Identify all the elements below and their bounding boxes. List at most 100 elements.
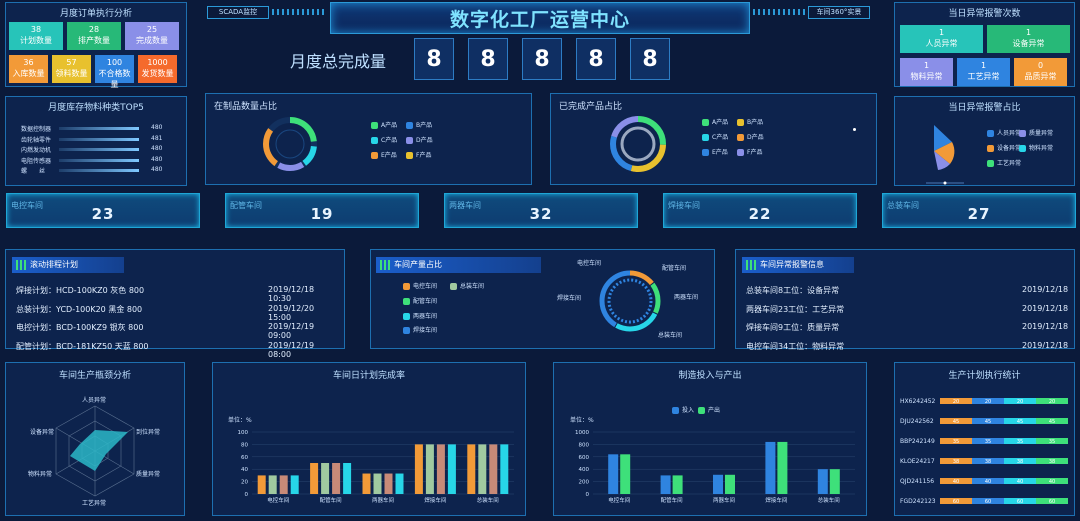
alert-row[interactable]: 总装车间8工位：设备异常 2019/12/18 bbox=[746, 285, 1068, 296]
bar-segment[interactable] bbox=[972, 478, 1004, 484]
bar[interactable] bbox=[414, 444, 423, 494]
bar[interactable] bbox=[395, 473, 404, 494]
bar[interactable] bbox=[373, 473, 382, 494]
bar[interactable] bbox=[660, 475, 671, 494]
bar[interactable] bbox=[257, 475, 266, 494]
bar-segment[interactable] bbox=[1004, 498, 1036, 504]
workshop-stat-card[interactable]: 两器车间 32 bbox=[444, 193, 638, 228]
bar-segment[interactable] bbox=[1004, 418, 1036, 424]
workshop-stat-card[interactable]: 总装车间 27 bbox=[882, 193, 1076, 228]
bar[interactable] bbox=[268, 475, 277, 494]
bar-segment[interactable] bbox=[1036, 458, 1068, 464]
order-stat-tile[interactable]: 100 不合格数量 bbox=[95, 55, 134, 89]
row-label: QJD241156 bbox=[900, 478, 934, 485]
scada-link[interactable]: SCADA监控 bbox=[207, 6, 269, 19]
bar[interactable] bbox=[765, 441, 776, 494]
workshop-stat-card[interactable]: 配管车间 19 bbox=[225, 193, 419, 228]
bar[interactable] bbox=[608, 454, 619, 494]
radar-axis-label: 设备异常 bbox=[30, 429, 55, 436]
bar[interactable] bbox=[384, 473, 393, 494]
tile-value: 0 bbox=[1037, 61, 1044, 70]
legend-output: 产出 bbox=[698, 405, 720, 414]
bar[interactable] bbox=[332, 463, 341, 494]
x-tick-label: 焊接车间 bbox=[424, 496, 446, 504]
bar[interactable] bbox=[343, 463, 352, 494]
bar[interactable] bbox=[725, 474, 735, 494]
bar[interactable] bbox=[489, 444, 498, 494]
bar-segment[interactable] bbox=[940, 438, 972, 444]
bar[interactable] bbox=[478, 444, 487, 494]
bar-segment[interactable] bbox=[940, 458, 972, 464]
schedule-row[interactable]: 焊接计划：HCD-100KZ0 灰色 800 2019/12/18 10:30 bbox=[16, 285, 336, 303]
alarm-stat-tile[interactable]: 1 工艺异常 bbox=[957, 58, 1010, 86]
bar[interactable] bbox=[321, 463, 330, 494]
bar-segment[interactable] bbox=[1004, 398, 1036, 404]
schedule-row[interactable]: 电控计划：BCD-100KZ9 银灰 800 2019/12/19 09:00 bbox=[16, 322, 336, 340]
segment-label: 20 bbox=[1017, 399, 1023, 405]
bar-segment[interactable] bbox=[940, 398, 972, 404]
bar-segment[interactable] bbox=[972, 418, 1004, 424]
bar-segment[interactable] bbox=[972, 438, 1004, 444]
bar-segment[interactable] bbox=[1004, 478, 1036, 484]
bar[interactable] bbox=[672, 475, 683, 494]
bar-segment[interactable] bbox=[972, 458, 1004, 464]
bar[interactable] bbox=[425, 444, 434, 494]
done-donut-chart bbox=[610, 116, 666, 172]
bar[interactable] bbox=[467, 444, 476, 494]
alerts-tab[interactable]: 车间异常报警信息 bbox=[742, 257, 854, 273]
order-stat-tile[interactable]: 28 排产数量 bbox=[67, 22, 121, 50]
alarm-stat-tile[interactable]: 1 物料异常 bbox=[900, 58, 953, 86]
bar[interactable] bbox=[713, 474, 723, 494]
order-stat-tile[interactable]: 57 领料数量 bbox=[52, 55, 91, 83]
bar-segment[interactable] bbox=[1036, 498, 1068, 504]
output-share-tab[interactable]: 车间产量占比 bbox=[376, 257, 541, 273]
material-value: 480 bbox=[151, 145, 163, 152]
bar[interactable] bbox=[817, 469, 828, 494]
bar-segment[interactable] bbox=[1004, 458, 1036, 464]
bar[interactable] bbox=[777, 441, 788, 494]
workshop-stat-card[interactable]: 焊接车间 22 bbox=[663, 193, 857, 228]
segment-label: 38 bbox=[953, 459, 959, 465]
panel-title: 制造投入与产出 bbox=[678, 371, 742, 381]
alarm-stat-tile[interactable]: 0 品质异常 bbox=[1014, 58, 1067, 86]
bar[interactable] bbox=[447, 444, 456, 494]
bar-segment[interactable] bbox=[1036, 478, 1068, 484]
bar-segment[interactable] bbox=[1036, 438, 1068, 444]
bar-segment[interactable] bbox=[972, 498, 1004, 504]
schedule-row[interactable]: 配管计划：BCD-181KZ50 天蓝 800 2019/12/19 08:00 bbox=[16, 341, 336, 359]
bar-segment[interactable] bbox=[1004, 438, 1036, 444]
bar[interactable] bbox=[279, 475, 288, 494]
bar-segment[interactable] bbox=[1036, 398, 1068, 404]
bar[interactable] bbox=[310, 463, 319, 494]
ring-label: 总装车间 bbox=[658, 332, 683, 339]
tile-label: 人员异常 bbox=[925, 39, 958, 48]
bar[interactable] bbox=[290, 475, 299, 494]
bar[interactable] bbox=[500, 444, 509, 494]
bar-segment[interactable] bbox=[940, 418, 972, 424]
bar-segment[interactable] bbox=[1036, 418, 1068, 424]
order-stat-tile[interactable]: 36 入库数量 bbox=[9, 55, 48, 83]
ring-label: 焊接车间 bbox=[557, 295, 582, 302]
bar[interactable] bbox=[436, 444, 445, 494]
order-stat-tile[interactable]: 38 计划数量 bbox=[9, 22, 63, 50]
order-stat-tile[interactable]: 25 完成数量 bbox=[125, 22, 179, 50]
alarm-stat-tile[interactable]: 1 设备异常 bbox=[987, 25, 1070, 53]
schedule-tab[interactable]: 滚动排程计划 bbox=[12, 257, 124, 273]
bar-segment[interactable] bbox=[940, 478, 972, 484]
workshop-stat-card[interactable]: 电控车间 23 bbox=[6, 193, 200, 228]
workshop-360-link[interactable]: 车间360°实景 bbox=[808, 6, 870, 19]
bar[interactable] bbox=[362, 473, 371, 494]
alarm-stat-tile[interactable]: 1 人员异常 bbox=[900, 25, 983, 53]
material-bar bbox=[59, 158, 139, 162]
bar-segment[interactable] bbox=[972, 398, 1004, 404]
order-stat-tile[interactable]: 1000 发货数量 bbox=[138, 55, 177, 83]
alert-row[interactable]: 电控车间34工位：物料异常 2019/12/18 bbox=[746, 341, 1068, 352]
alert-row[interactable]: 焊接车间9工位：质量异常 2019/12/18 bbox=[746, 322, 1068, 333]
bar[interactable] bbox=[829, 469, 840, 494]
bar[interactable] bbox=[620, 454, 631, 494]
alert-row[interactable]: 两器车间23工位：工艺异常 2019/12/18 bbox=[746, 304, 1068, 315]
bar-segment[interactable] bbox=[940, 498, 972, 504]
input-output-bar-chart: 0 200 400 600 800 1000 电控车间 配管车间 两器车间 焊接车间 总装车间 bbox=[575, 430, 855, 504]
y-unit-label: 单位：% bbox=[570, 417, 594, 424]
schedule-row[interactable]: 总装计划：YCD-100K20 黑金 800 2019/12/20 15:00 bbox=[16, 304, 336, 322]
